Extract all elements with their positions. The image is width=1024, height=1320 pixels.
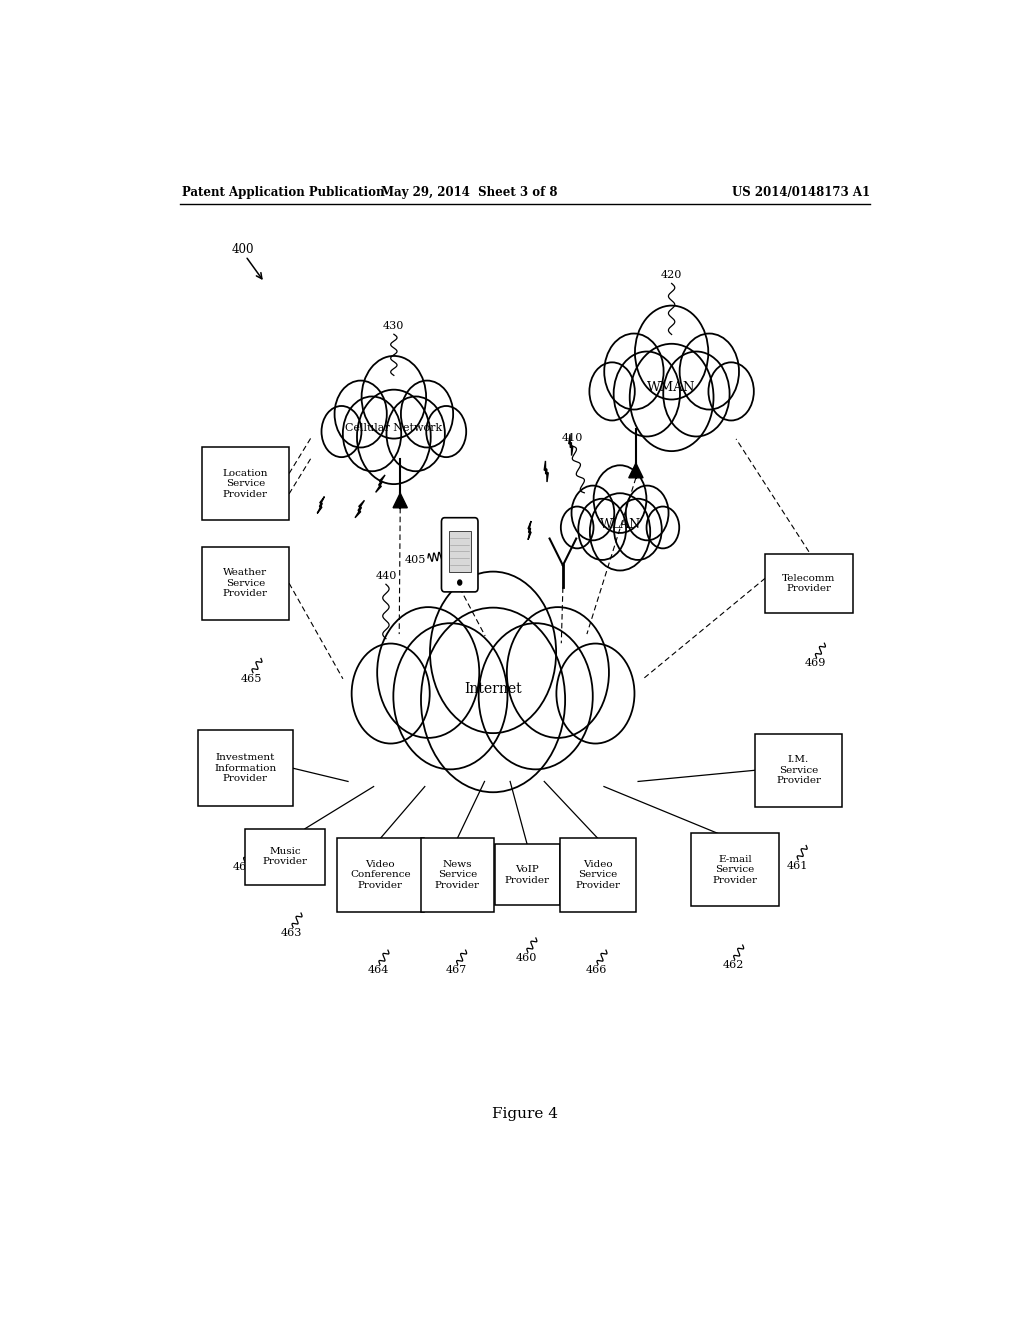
Text: Internet: Internet [464,682,522,696]
FancyBboxPatch shape [495,845,560,906]
Polygon shape [376,475,385,492]
Text: News
Service
Provider: News Service Provider [435,861,480,890]
Circle shape [579,499,626,560]
Circle shape [561,507,594,548]
Text: 470: 470 [241,574,262,585]
Circle shape [626,486,669,540]
Text: Cellular Network: Cellular Network [345,422,442,433]
FancyBboxPatch shape [755,734,842,807]
Circle shape [458,579,462,585]
Circle shape [421,607,565,792]
Circle shape [430,572,556,733]
Circle shape [556,644,635,743]
FancyBboxPatch shape [337,838,424,912]
Circle shape [590,363,635,421]
Circle shape [604,334,664,409]
Polygon shape [544,461,548,482]
Text: 440: 440 [375,572,396,581]
Text: 400: 400 [231,243,254,256]
Circle shape [401,380,454,447]
Text: Video
Service
Provider: Video Service Provider [575,861,621,890]
Text: WLAN: WLAN [599,517,641,531]
Circle shape [680,334,739,409]
Text: 410: 410 [562,433,583,444]
Circle shape [377,607,479,738]
FancyBboxPatch shape [449,531,471,572]
Text: 462: 462 [723,961,744,970]
Text: 405: 405 [406,554,426,565]
Circle shape [709,363,754,421]
Circle shape [664,351,729,437]
Circle shape [351,644,430,743]
Text: 466: 466 [586,965,607,975]
Polygon shape [568,434,572,455]
Text: 430: 430 [383,321,404,331]
Circle shape [507,607,609,738]
FancyBboxPatch shape [202,546,289,620]
Circle shape [646,507,679,548]
FancyBboxPatch shape [560,838,636,912]
Circle shape [571,486,614,540]
Text: Investment
Information
Provider: Investment Information Provider [214,754,276,783]
Polygon shape [629,463,643,478]
Circle shape [335,380,387,447]
FancyBboxPatch shape [246,829,325,884]
Text: E-mail
Service
Provider: E-mail Service Provider [713,855,758,884]
FancyBboxPatch shape [441,517,478,591]
FancyBboxPatch shape [691,833,778,907]
Circle shape [614,499,662,560]
Text: 461: 461 [786,861,808,871]
Circle shape [393,623,508,770]
FancyBboxPatch shape [202,447,289,520]
Text: Figure 4: Figure 4 [492,1106,558,1121]
Circle shape [386,396,444,471]
FancyBboxPatch shape [421,838,494,912]
Text: US 2014/0148173 A1: US 2014/0148173 A1 [732,186,870,199]
Text: 420: 420 [660,271,682,280]
Circle shape [361,356,426,438]
Circle shape [322,407,361,457]
Circle shape [478,623,593,770]
FancyBboxPatch shape [198,730,293,807]
Text: WMAN: WMAN [647,380,696,393]
Polygon shape [528,521,531,540]
Circle shape [343,396,401,471]
Polygon shape [355,500,365,517]
Text: Music
Provider: Music Provider [262,847,307,866]
Text: 468: 468 [232,862,254,873]
Text: 463: 463 [282,928,302,939]
FancyBboxPatch shape [765,554,853,612]
Circle shape [635,305,709,400]
Text: 469: 469 [805,659,826,668]
Text: VoIP
Provider: VoIP Provider [505,866,550,884]
Circle shape [426,407,466,457]
Text: Patent Application Publication: Patent Application Publication [182,186,384,199]
Text: I.M.
Service
Provider: I.M. Service Provider [776,755,821,785]
Circle shape [630,343,714,451]
Text: 460: 460 [516,953,538,964]
Text: Location
Service
Provider: Location Service Provider [222,469,268,499]
Circle shape [613,351,680,437]
Polygon shape [317,496,325,513]
Circle shape [590,494,650,570]
Text: Video
Conference
Provider: Video Conference Provider [350,861,411,890]
Circle shape [357,389,431,484]
Text: 467: 467 [445,965,467,975]
Text: Telecomm
Provider: Telecomm Provider [782,574,836,593]
Text: May 29, 2014  Sheet 3 of 8: May 29, 2014 Sheet 3 of 8 [381,186,557,199]
Text: Weather
Service
Provider: Weather Service Provider [223,569,268,598]
Text: 464: 464 [368,965,389,975]
Text: 465: 465 [241,673,262,684]
Circle shape [594,465,646,533]
Polygon shape [393,494,408,508]
